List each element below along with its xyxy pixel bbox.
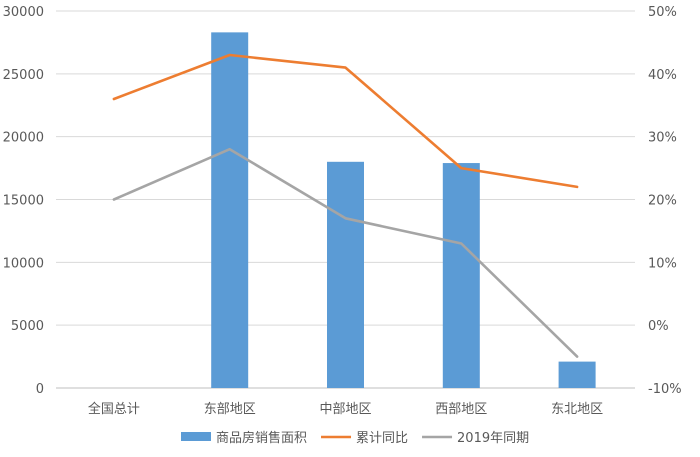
legend-item-1: 累计同比 [321,431,408,446]
legend-label: 累计同比 [356,431,408,446]
right-axis: -10% 0% 10% 20% 30% 40% 50% [648,5,682,397]
right-tick-label: -10% [648,382,682,397]
right-tick-label: 20% [648,194,677,209]
bar-2 [211,32,248,388]
left-tick-label: 5000 [11,319,44,334]
legend-item-2: 2019年同期 [422,431,529,446]
right-tick-label: 10% [648,256,677,271]
bar-3 [327,162,364,388]
bar-5 [559,362,596,388]
legend-item-0: 商品房销售面积 [181,430,307,446]
category-label: 东北地区 [551,402,603,417]
left-tick-label: 15000 [3,194,44,209]
category-label: 全国总计 [88,401,140,417]
left-tick-label: 10000 [3,256,44,271]
category-label: 东部地区 [204,402,256,417]
bar-series [211,32,595,388]
left-tick-label: 25000 [3,68,44,83]
category-label: 中部地区 [319,402,371,417]
left-tick-label: 30000 [3,5,44,20]
left-tick-label: 20000 [3,131,44,146]
legend-label: 2019年同期 [457,431,529,446]
category-label: 西部地区 [435,402,487,417]
right-tick-label: 30% [648,131,677,146]
right-tick-label: 40% [648,68,677,83]
legend-swatch-bar [181,432,211,441]
x-axis: 全国总计 东部地区 中部地区 西部地区 东北地区 [88,401,603,417]
left-tick-label: 0 [36,382,44,397]
legend-label: 商品房销售面积 [216,430,307,446]
legend: 商品房销售面积 累计同比 2019年同期 [181,430,529,446]
bar-4 [443,163,480,388]
right-tick-label: 0% [648,319,669,334]
right-tick-label: 50% [648,5,677,20]
left-axis: 0 5000 10000 15000 20000 25000 30000 [3,5,44,397]
